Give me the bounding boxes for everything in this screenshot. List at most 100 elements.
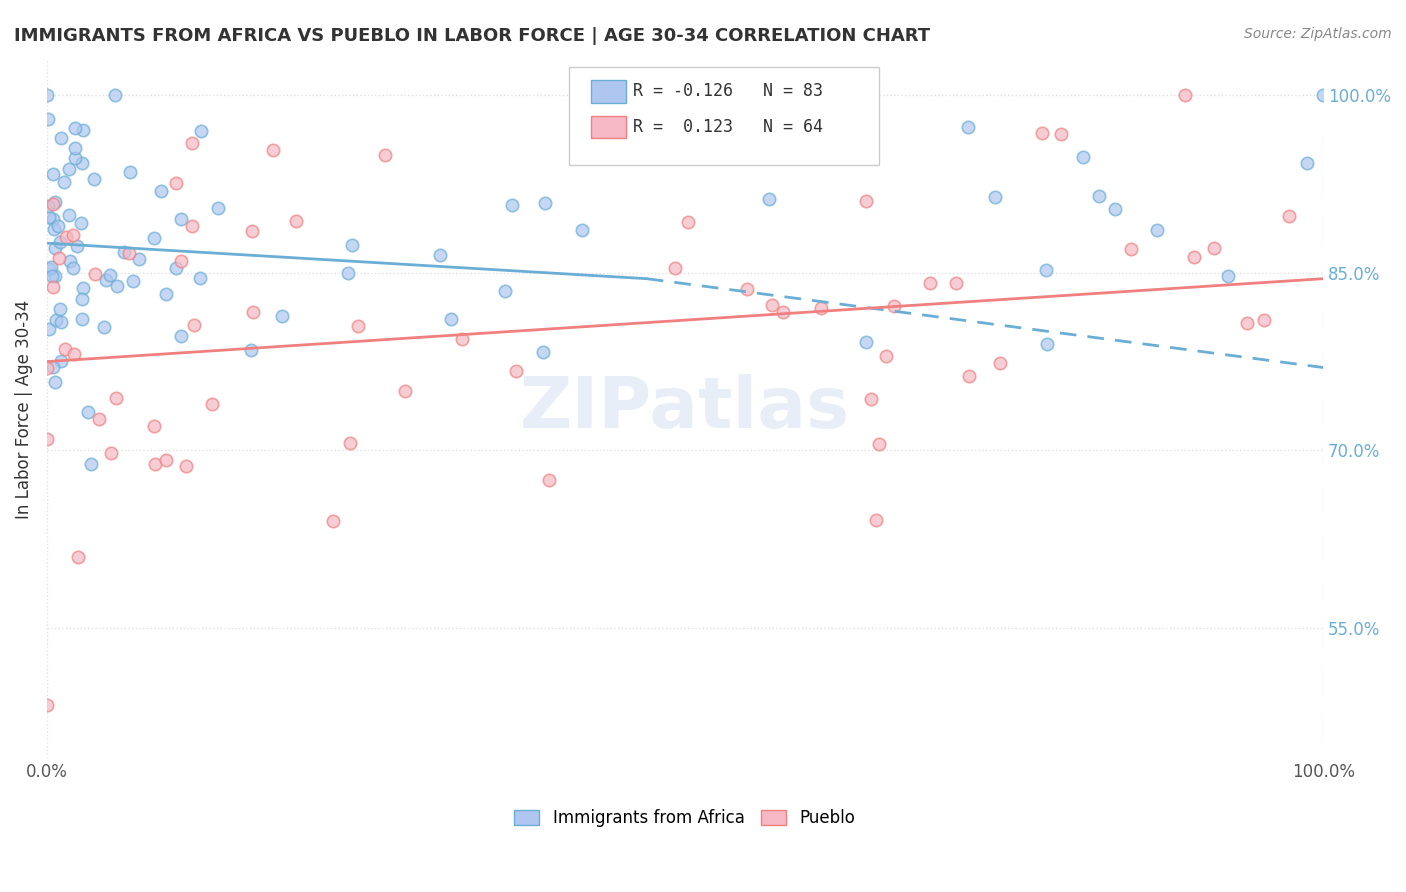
Point [44, 375, 66, 389]
Point [104, 391, 127, 405]
Point [1253, 313, 1275, 327]
Point [1278, 209, 1301, 223]
Point [169, 328, 191, 343]
Point [988, 356, 1011, 370]
Point [155, 452, 177, 467]
Point [122, 274, 145, 288]
Point [66, 238, 89, 252]
Point [48, 219, 70, 233]
Point [44, 241, 66, 255]
Point [181, 219, 204, 233]
Point [883, 299, 905, 313]
Text: IMMIGRANTS FROM AFRICA VS PUEBLO IN LABOR FORCE | AGE 30-34 CORRELATION CHART: IMMIGRANTS FROM AFRICA VS PUEBLO IN LABO… [14, 27, 931, 45]
Point [170, 211, 193, 226]
Point [51, 315, 73, 329]
Point [810, 301, 832, 316]
Text: R =  0.123   N = 64: R = 0.123 N = 64 [633, 118, 823, 136]
Point [45, 312, 67, 326]
Point [429, 248, 451, 262]
Point [58, 161, 80, 176]
Point [174, 459, 197, 474]
Point [35, 698, 58, 712]
Point [501, 197, 523, 211]
Point [183, 318, 205, 332]
Point [48, 251, 70, 265]
Point [761, 298, 783, 312]
Point [957, 369, 980, 384]
Point [1296, 156, 1319, 170]
Point [1035, 263, 1057, 277]
Point [62, 227, 84, 242]
Point [322, 514, 344, 528]
Point [1031, 126, 1053, 140]
Point [41, 360, 63, 375]
Point [118, 165, 141, 179]
Point [571, 223, 593, 237]
Point [53, 343, 76, 357]
Point [70, 216, 93, 230]
Point [945, 276, 967, 290]
Point [190, 270, 212, 285]
Point [1104, 202, 1126, 217]
Point [242, 305, 264, 319]
Point [451, 332, 474, 346]
Point [100, 446, 122, 460]
Point [534, 196, 557, 211]
Point [537, 473, 560, 487]
Point [868, 437, 890, 451]
Point [98, 268, 121, 283]
Point [41, 269, 63, 284]
Text: R = -0.126   N = 83: R = -0.126 N = 83 [633, 82, 823, 100]
Point [340, 238, 363, 252]
Point [855, 334, 877, 349]
Point [58, 208, 80, 222]
Point [165, 176, 187, 190]
Point [143, 457, 166, 471]
Point [165, 260, 187, 275]
Point [66, 550, 89, 565]
Point [855, 194, 877, 209]
Point [772, 305, 794, 319]
Point [531, 345, 554, 359]
Point [70, 292, 93, 306]
Point [44, 269, 66, 284]
Point [49, 131, 72, 145]
Point [49, 235, 72, 249]
Point [983, 190, 1005, 204]
Point [118, 246, 141, 260]
Point [35, 432, 58, 446]
Point [440, 311, 463, 326]
Point [44, 194, 66, 209]
Point [80, 458, 103, 472]
Point [678, 215, 700, 229]
Point [1036, 337, 1059, 351]
Point [875, 349, 897, 363]
Point [394, 384, 416, 398]
Point [1119, 242, 1142, 256]
Point [240, 343, 263, 358]
Point [77, 405, 100, 419]
Point [1236, 316, 1258, 330]
Point [93, 320, 115, 334]
Point [84, 268, 107, 282]
Point [859, 392, 882, 407]
Point [262, 143, 284, 157]
Point [494, 284, 516, 298]
Point [841, 88, 863, 103]
Point [181, 136, 204, 151]
Point [337, 266, 360, 280]
Point [87, 412, 110, 426]
Point [35, 360, 58, 375]
Y-axis label: In Labor Force | Age 30-34: In Labor Force | Age 30-34 [15, 300, 32, 518]
Text: Source: ZipAtlas.com: Source: ZipAtlas.com [1244, 27, 1392, 41]
Point [94, 273, 117, 287]
Point [49, 301, 72, 316]
Point [505, 364, 527, 378]
Legend: Immigrants from Africa, Pueblo: Immigrants from Africa, Pueblo [508, 803, 862, 834]
Point [155, 287, 177, 301]
Point [35, 88, 58, 103]
Point [65, 151, 87, 165]
Point [38, 322, 60, 336]
Point [285, 214, 308, 228]
Point [49, 354, 72, 368]
